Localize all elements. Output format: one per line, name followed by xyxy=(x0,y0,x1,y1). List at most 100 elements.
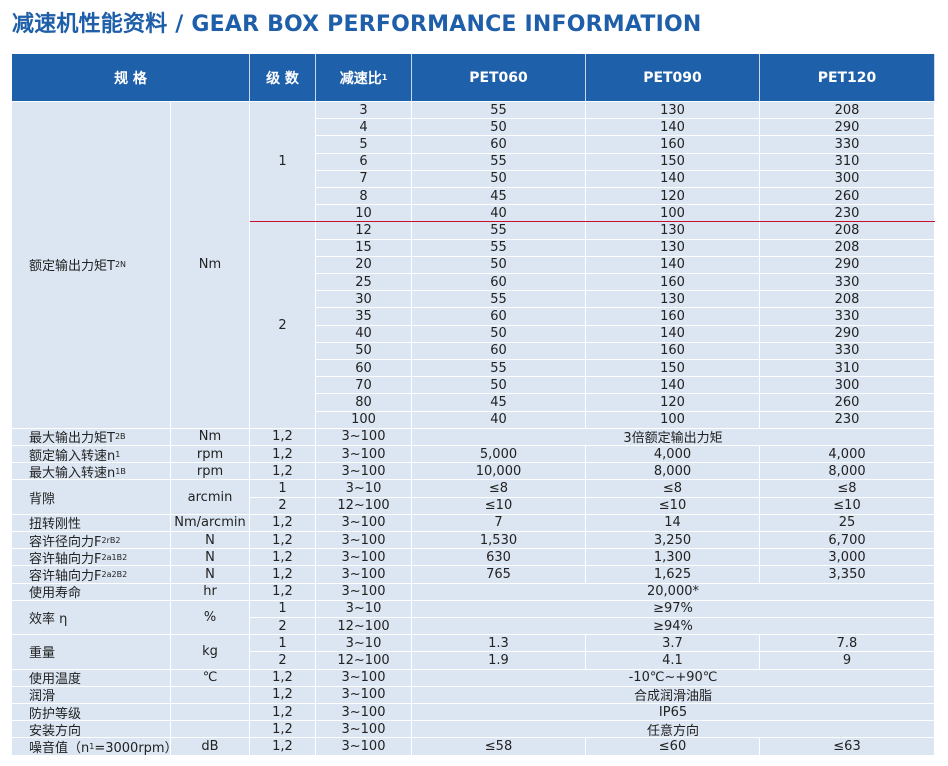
value: 25 xyxy=(760,514,935,532)
stage: 1,2 xyxy=(250,686,316,704)
value-text: 5,000 xyxy=(479,446,518,462)
value: 1,625 xyxy=(586,566,760,584)
value-text: 160 xyxy=(660,274,685,290)
value-text: 55 xyxy=(490,222,507,238)
value-text: 150 xyxy=(660,154,685,170)
label-part: 2rB xyxy=(101,535,116,545)
row-label: 安装方向 xyxy=(12,721,171,739)
page-title: 减速机性能资料 / GEAR BOX PERFORMANCE INFORMATI… xyxy=(12,12,702,37)
value-merged-text: -10℃~+90℃ xyxy=(628,670,718,686)
ratio-text: 35 xyxy=(355,308,372,324)
value-text: 140 xyxy=(660,119,685,135)
value-merged: 3倍额定输出力矩 xyxy=(412,428,935,446)
value: 208 xyxy=(760,239,935,257)
ratio-text: 12~100 xyxy=(337,652,390,668)
value: ≤8 xyxy=(586,480,760,498)
ratio: 3~100 xyxy=(316,463,412,481)
unit: N xyxy=(171,549,250,567)
ratio-text: 3~10 xyxy=(345,635,382,651)
ratio-text: 3~100 xyxy=(341,515,386,531)
value: 160 xyxy=(586,274,760,292)
label-part: 容许轴向力F xyxy=(29,568,102,584)
value: 140 xyxy=(586,325,760,343)
header-stage-text: 级 数 xyxy=(266,70,299,87)
value: 300 xyxy=(760,377,935,395)
value: 130 xyxy=(586,102,760,120)
value-text: 630 xyxy=(486,549,511,565)
ratio-text: 3~100 xyxy=(341,566,386,582)
value: 130 xyxy=(586,239,760,257)
stage-text: 1 xyxy=(278,635,287,651)
row-label: 容许径向力F 2rB 2 xyxy=(12,532,171,550)
value-text: 7.8 xyxy=(836,635,858,651)
value-text: 208 xyxy=(834,222,860,238)
value: 330 xyxy=(760,136,935,154)
stage: 1,2 xyxy=(250,669,316,687)
value-text: 330 xyxy=(834,308,860,324)
value-text: 60 xyxy=(490,343,507,359)
unit-text: % xyxy=(203,609,217,625)
ratio: 3~100 xyxy=(316,669,412,687)
unit-text: N xyxy=(205,549,215,565)
value-text: ≤58 xyxy=(484,738,513,754)
ratio-text: 3~100 xyxy=(341,429,386,445)
row-label: 使用寿命 xyxy=(12,583,171,601)
header-stage: 级 数 xyxy=(250,54,316,102)
stage-text: 1 xyxy=(278,601,287,617)
value-text: 60 xyxy=(490,136,507,152)
value-text: 60 xyxy=(490,274,507,290)
value: 7.8 xyxy=(760,635,935,653)
row-label: 额定输入转速n 1 xyxy=(12,446,171,464)
ratio-text: 100 xyxy=(351,412,376,428)
label-part: 2N xyxy=(114,260,127,270)
ratio-text: 5 xyxy=(359,136,368,152)
unit: % xyxy=(171,600,250,636)
value-text: 310 xyxy=(834,360,860,376)
value: 160 xyxy=(586,136,760,154)
unit: N xyxy=(171,566,250,584)
value-text: 1.9 xyxy=(488,652,509,668)
ratio: 70 xyxy=(316,377,412,395)
value-text: 100 xyxy=(660,205,685,221)
stage-text: 2 xyxy=(278,652,287,668)
value-text: 140 xyxy=(660,257,685,273)
ratio: 12~100 xyxy=(316,652,412,670)
value: 260 xyxy=(760,394,935,412)
label-part: 使用寿命 xyxy=(29,586,82,601)
value-text: 1,300 xyxy=(653,549,692,565)
ratio-text: 3~100 xyxy=(341,549,386,565)
stage-text: 2 xyxy=(278,317,287,333)
value-text: 55 xyxy=(490,240,507,256)
value: 55 xyxy=(412,360,586,378)
value: 330 xyxy=(760,342,935,360)
stage: 1,2 xyxy=(250,446,316,464)
ratio: 7 xyxy=(316,170,412,188)
value: ≤63 xyxy=(760,738,935,756)
ratio: 35 xyxy=(316,308,412,326)
label-part: 2 xyxy=(122,569,128,579)
value-merged: ≥94% xyxy=(412,618,935,636)
value: 3,000 xyxy=(760,549,935,567)
ratio-text: 3~100 xyxy=(341,738,386,754)
stage: 1,2 xyxy=(250,583,316,601)
header-model: PET060 xyxy=(412,54,586,102)
value: 140 xyxy=(586,170,760,188)
ratio: 12~100 xyxy=(316,618,412,636)
label-part: 最大输入转速n xyxy=(29,465,116,481)
ratio: 4 xyxy=(316,119,412,137)
label-part: 2 xyxy=(122,552,128,562)
label-part: 容许轴向力F xyxy=(29,551,102,567)
value-text: 1,530 xyxy=(479,532,518,548)
ratio: 50 xyxy=(316,342,412,360)
value-text: 3.7 xyxy=(662,635,683,651)
value-text: 330 xyxy=(834,136,860,152)
ratio-text: 80 xyxy=(355,394,372,410)
stage: 2 xyxy=(250,497,316,515)
header-spec: 规 格 xyxy=(12,54,250,102)
unit: dB xyxy=(171,738,250,756)
unit: kg xyxy=(171,635,250,670)
label-part: 2 xyxy=(115,535,121,545)
value: 290 xyxy=(760,256,935,274)
value: 208 xyxy=(760,102,935,120)
value-text: 140 xyxy=(660,171,685,187)
